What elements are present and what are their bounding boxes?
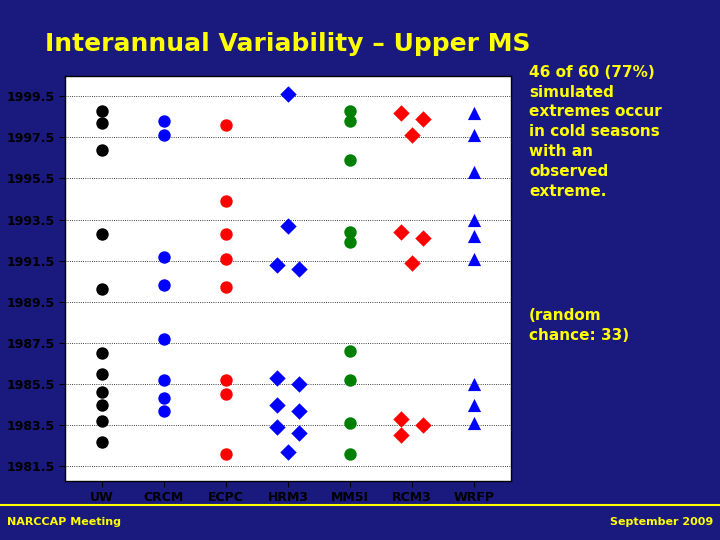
Point xyxy=(96,285,108,294)
Point xyxy=(96,106,108,115)
Point xyxy=(220,375,232,384)
Text: September 2009: September 2009 xyxy=(610,517,713,527)
Point xyxy=(344,347,356,355)
Text: Interannual Variability – Upper MS: Interannual Variability – Upper MS xyxy=(45,32,531,56)
Point xyxy=(468,131,480,139)
Point xyxy=(468,109,480,117)
Point xyxy=(96,145,108,154)
Point xyxy=(395,109,407,117)
Text: NARCCAP Meeting: NARCCAP Meeting xyxy=(7,517,121,527)
Point xyxy=(158,334,170,343)
Point xyxy=(406,131,418,139)
Point xyxy=(96,230,108,238)
Point xyxy=(418,114,429,123)
Point xyxy=(96,400,108,409)
Point xyxy=(271,400,283,409)
Point xyxy=(344,227,356,236)
Point xyxy=(344,450,356,458)
Point xyxy=(468,254,480,263)
Point xyxy=(271,423,283,431)
Point xyxy=(158,375,170,384)
Point xyxy=(395,415,407,423)
Point xyxy=(220,283,232,292)
Point xyxy=(406,258,418,267)
Point xyxy=(158,281,170,289)
Point xyxy=(294,265,305,273)
Point xyxy=(96,119,108,127)
Point xyxy=(395,227,407,236)
Point xyxy=(344,156,356,164)
Point xyxy=(96,349,108,357)
Point xyxy=(96,369,108,378)
Point xyxy=(158,117,170,125)
Point xyxy=(282,448,294,456)
Point xyxy=(271,260,283,269)
Point xyxy=(220,120,232,129)
Point xyxy=(468,215,480,224)
Point xyxy=(468,232,480,240)
Point xyxy=(158,252,170,261)
Point xyxy=(344,375,356,384)
Point xyxy=(220,450,232,458)
Point xyxy=(220,254,232,263)
Point xyxy=(294,407,305,415)
Point xyxy=(158,131,170,139)
Text: (random
chance: 33): (random chance: 33) xyxy=(529,308,629,342)
Point xyxy=(294,380,305,388)
Point xyxy=(282,221,294,230)
Point xyxy=(96,388,108,396)
Point xyxy=(96,437,108,446)
Point xyxy=(468,400,480,409)
Point xyxy=(468,418,480,427)
Point xyxy=(468,168,480,177)
Point xyxy=(395,431,407,440)
Point xyxy=(271,374,283,382)
Point xyxy=(220,230,232,238)
Point xyxy=(344,418,356,427)
Point xyxy=(158,407,170,415)
Point xyxy=(220,197,232,205)
Point xyxy=(418,234,429,242)
Point xyxy=(158,394,170,403)
Point xyxy=(294,429,305,437)
Point xyxy=(468,380,480,388)
Point xyxy=(418,421,429,429)
Text: 46 of 60 (77%)
simulated
extremes occur
in cold seasons
with an
observed
extreme: 46 of 60 (77%) simulated extremes occur … xyxy=(529,65,662,199)
Point xyxy=(344,117,356,125)
Point xyxy=(344,106,356,115)
Point xyxy=(96,417,108,426)
Point xyxy=(282,90,294,98)
Point xyxy=(220,390,232,399)
Point xyxy=(344,238,356,246)
